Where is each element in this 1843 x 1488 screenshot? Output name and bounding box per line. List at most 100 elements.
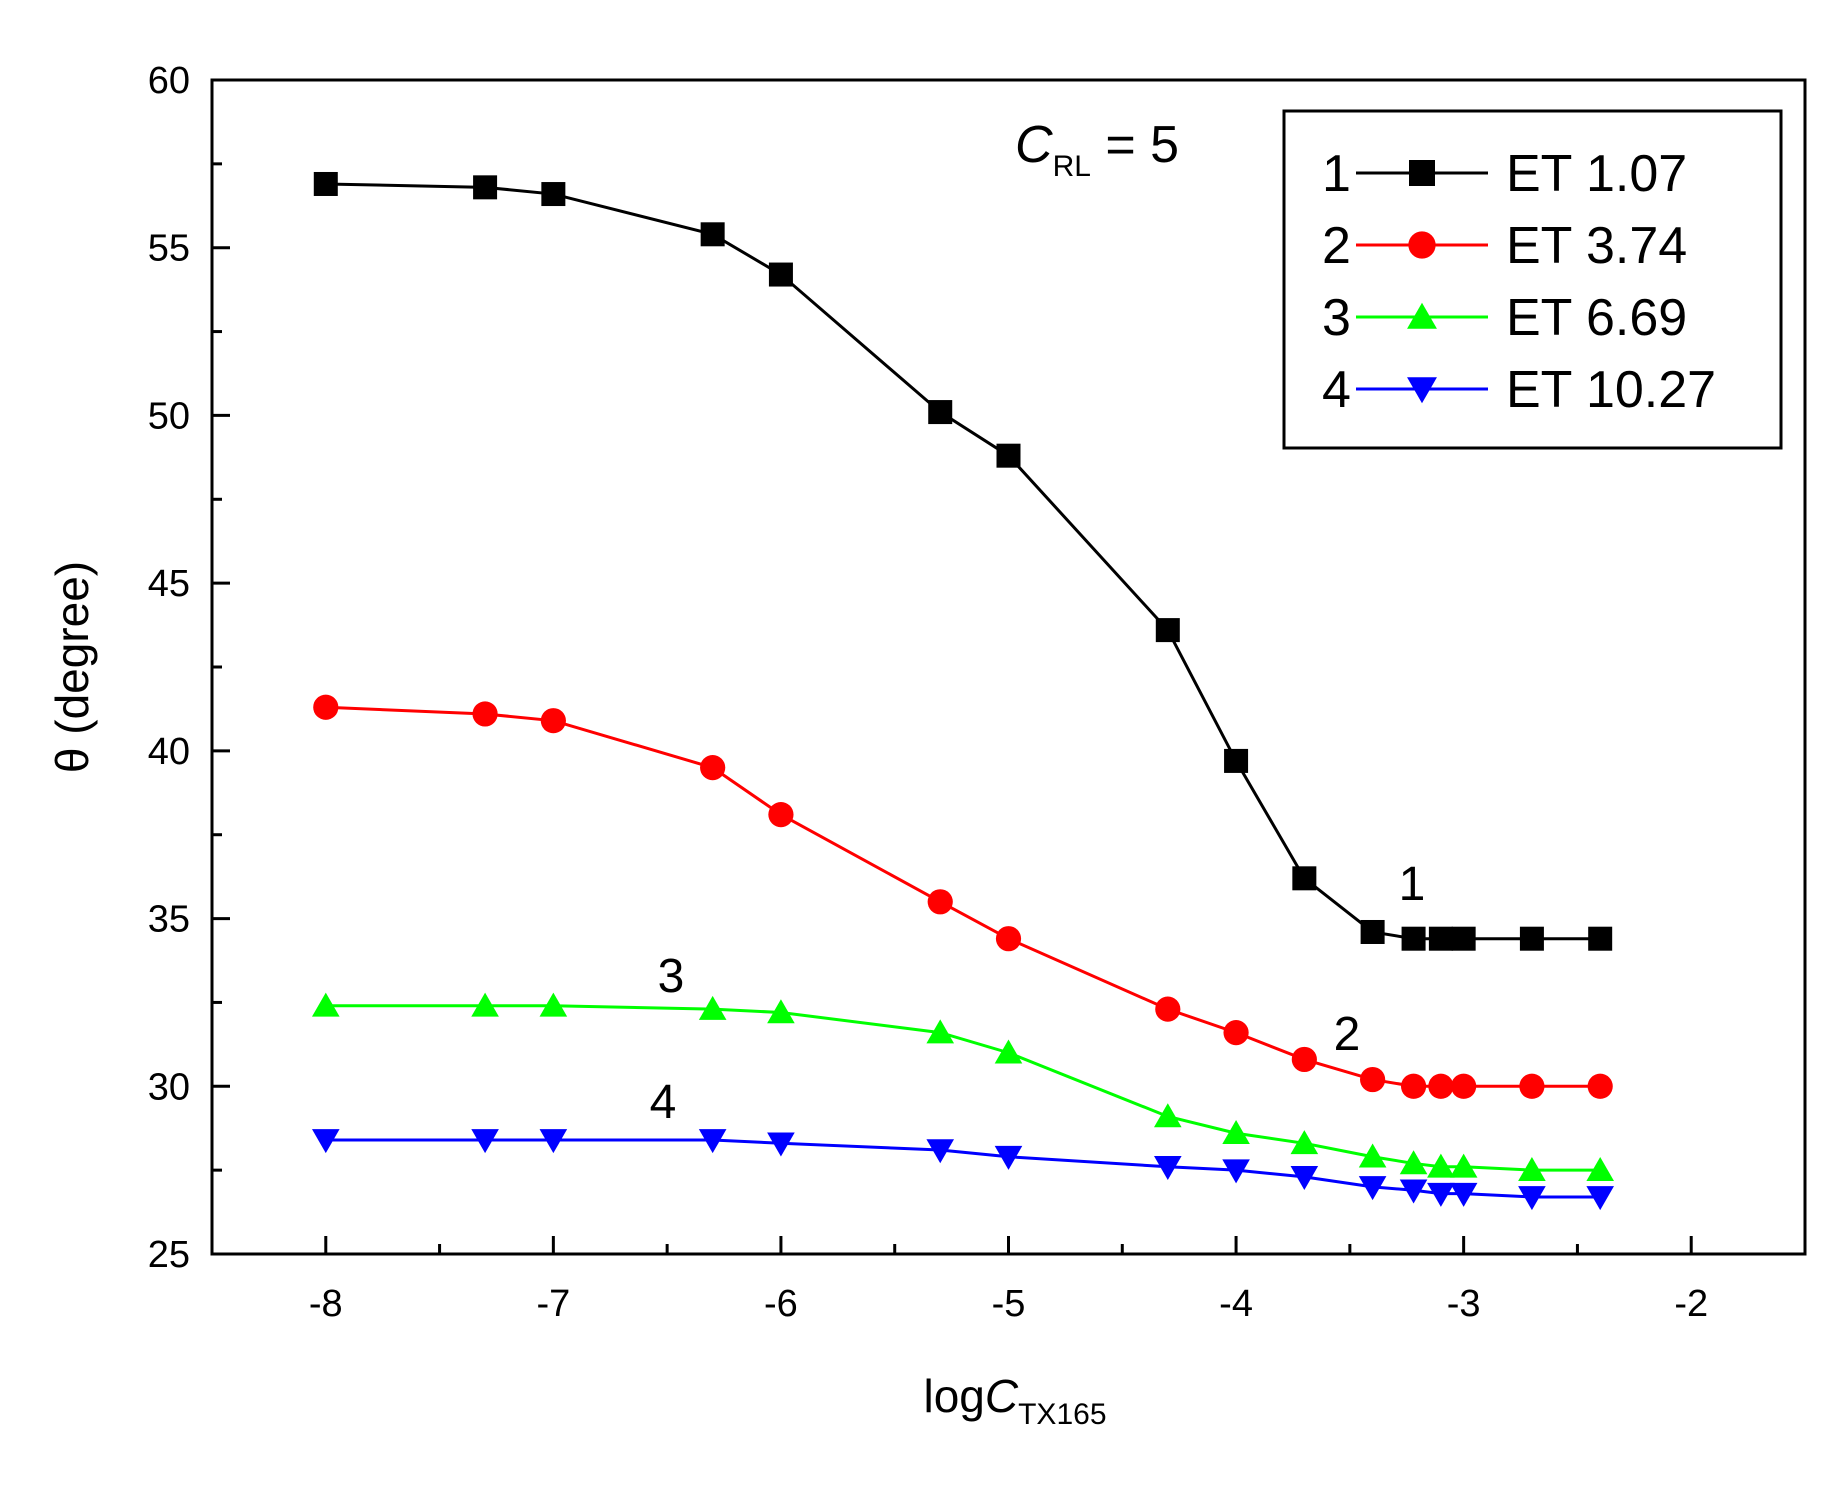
series-layer (311, 171, 1614, 1211)
curve-label-3: 3 (658, 950, 685, 1003)
y-tick-label: 35 (148, 899, 190, 941)
series-3-point (1518, 1156, 1546, 1181)
series-3-point (1222, 1120, 1250, 1145)
series-1-point (541, 182, 566, 207)
series-1-point (928, 400, 953, 425)
series-4-point (539, 1129, 568, 1154)
curve-labels: 1 2 3 4 (650, 858, 1426, 1129)
series-4-point (471, 1129, 499, 1154)
legend-box (1282, 109, 1783, 450)
x-axis-title: logCTX165 (923, 1370, 1106, 1431)
series-2-point (927, 889, 953, 915)
series-1-point (1155, 618, 1180, 643)
series-3-point (994, 1039, 1023, 1064)
series-1-point (313, 171, 338, 196)
series-1-point (1519, 926, 1544, 951)
series-3 (311, 992, 1614, 1181)
series-1 (313, 171, 1613, 951)
y-tick-label: 60 (148, 60, 190, 102)
series-2-point (700, 755, 726, 781)
series-2-point (1451, 1073, 1477, 1099)
legend-number: 2 (1322, 217, 1351, 275)
legend-label: ET 10.27 (1506, 361, 1716, 419)
y-tick-label: 25 (148, 1234, 190, 1276)
series-1-point (1451, 926, 1476, 951)
y-tick-label: 55 (148, 228, 190, 270)
series-4-point (1358, 1176, 1387, 1201)
legend-number: 3 (1322, 289, 1351, 347)
series-2-point (995, 926, 1022, 952)
x-tick-label: -4 (1219, 1283, 1253, 1325)
series-1-point (996, 443, 1021, 468)
series-1-point (473, 175, 498, 200)
y-tick-label: 45 (148, 563, 190, 605)
series-4-point (1586, 1186, 1614, 1211)
x-tick-label: -7 (536, 1283, 570, 1325)
legend-marker (1409, 160, 1435, 186)
series-2-point (1519, 1073, 1545, 1099)
legend-marker (1407, 302, 1437, 329)
series-4-point (1154, 1155, 1182, 1180)
x-tick-label: -2 (1674, 1283, 1708, 1325)
series-2-point (540, 708, 566, 734)
series-2-point (472, 701, 498, 727)
series-3-point (1449, 1153, 1478, 1178)
series-4-line (325, 1138, 1601, 1199)
y-tick-label: 30 (148, 1066, 190, 1108)
legend-marker (1407, 377, 1437, 404)
series-2-point (1155, 996, 1181, 1022)
series-2-point (1428, 1073, 1454, 1099)
series-4-point (698, 1129, 727, 1154)
series-2-point (1360, 1066, 1386, 1093)
series-3-line (325, 1004, 1601, 1172)
x-tick-label: -3 (1447, 1283, 1481, 1325)
x-tick-label: -8 (309, 1283, 343, 1325)
series-4-point (1399, 1179, 1428, 1204)
crl-annotation: CRL = 5 (1015, 116, 1179, 183)
series-4-point (1518, 1186, 1546, 1211)
series-3-point (311, 992, 340, 1017)
series-3-point (926, 1019, 955, 1044)
legend-entry-4: 4 ET 10.27 (1322, 361, 1716, 419)
legend-label: ET 3.74 (1506, 217, 1687, 275)
legend-number: 1 (1322, 145, 1351, 203)
series-3-point (1154, 1103, 1182, 1128)
series-4-point (767, 1132, 795, 1157)
series-3-point (1427, 1153, 1455, 1178)
x-tick-label: -5 (992, 1283, 1026, 1325)
series-4-point (311, 1129, 340, 1154)
series-1-point (1360, 919, 1385, 944)
series-1-point (1428, 926, 1453, 951)
legend-label: ET 1.07 (1506, 145, 1687, 203)
series-3-point (1399, 1150, 1428, 1175)
series-2-point (1587, 1073, 1613, 1099)
series-2 (313, 694, 1613, 1099)
series-2-point (1223, 1020, 1249, 1046)
legend-entry-2: 2 ET 3.74 (1322, 217, 1687, 275)
y-tick-label: 40 (148, 731, 190, 773)
legend-entry-3: 3 ET 6.69 (1322, 289, 1687, 347)
axes-layer: -8 -7 -6 -5 -4 -3 -2 25 30 35 40 45 50 55 60 (148, 60, 1708, 1325)
series-2-point (1400, 1073, 1427, 1099)
series-1-point (700, 222, 725, 247)
series-3-point (1358, 1143, 1387, 1168)
y-axis-title: θ (degree) (46, 561, 98, 773)
curve-label-2: 2 (1334, 1008, 1361, 1061)
series-1-point (1224, 748, 1249, 773)
legend-entry-1: 1 ET 1.07 (1322, 145, 1687, 203)
legend-number: 4 (1322, 361, 1351, 419)
series-3-point (471, 992, 499, 1017)
series-1-point (1588, 926, 1613, 951)
curve-label-4: 4 (650, 1076, 677, 1129)
series-1-point (1401, 926, 1426, 951)
series-1-point (768, 262, 793, 287)
x-tick-label: -6 (764, 1283, 798, 1325)
series-4-point (1290, 1166, 1319, 1191)
series-4 (311, 1129, 1614, 1211)
series-2-point (1291, 1046, 1317, 1073)
series-4-point (1222, 1159, 1250, 1184)
legend: 1 ET 1.07 2 ET 3.74 3 ET 6.69 4 ET 10.27 (1282, 109, 1783, 450)
series-4-point (994, 1145, 1023, 1170)
series-1-point (1292, 866, 1317, 891)
